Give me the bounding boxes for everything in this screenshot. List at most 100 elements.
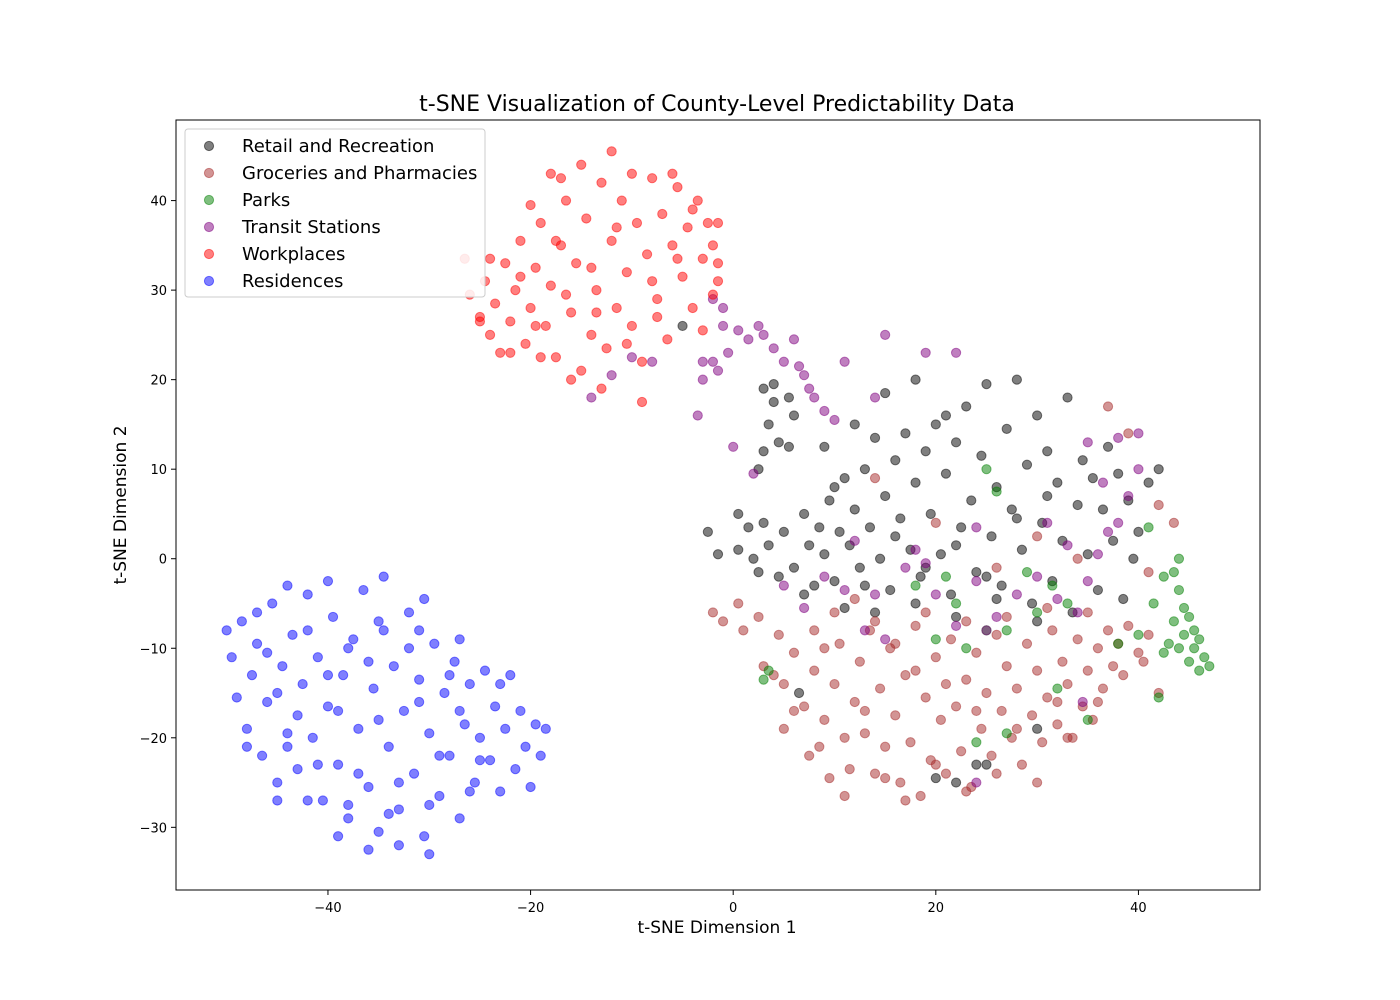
scatter-point-series-5 <box>434 750 445 761</box>
scatter-point-series-5 <box>272 795 283 806</box>
scatter-point-series-0 <box>773 437 784 448</box>
scatter-point-series-5 <box>241 741 253 752</box>
scatter-point-series-1 <box>854 656 865 667</box>
scatter-point-series-0 <box>758 517 769 529</box>
scatter-point-series-4 <box>611 302 622 314</box>
scatter-point-series-1 <box>778 678 789 690</box>
scatter-point-series-5 <box>317 795 328 806</box>
scatter-point-series-1 <box>930 652 941 663</box>
scatter-point-series-1 <box>956 746 967 757</box>
scatter-point-series-2 <box>1178 629 1190 640</box>
scatter-point-series-5 <box>424 849 435 860</box>
scatter-point-series-1 <box>809 625 820 636</box>
scatter-point-series-0 <box>768 396 779 408</box>
scatter-point-series-4 <box>505 316 516 327</box>
scatter-point-series-0 <box>961 401 972 412</box>
scatter-point-series-1 <box>1052 696 1063 708</box>
scatter-point-series-4 <box>560 289 572 300</box>
scatter-point-series-0 <box>788 410 800 421</box>
legend-frame <box>184 128 486 298</box>
scatter-point-series-4 <box>560 195 572 206</box>
scatter-point-series-3 <box>1062 540 1073 551</box>
scatter-point-series-4 <box>677 271 688 282</box>
scatter-point-series-0 <box>950 540 962 551</box>
scatter-point-series-0 <box>834 526 845 537</box>
scatter-point-series-3 <box>728 441 739 452</box>
scatter-point-series-3 <box>753 320 764 332</box>
scatter-point-series-1 <box>1092 696 1104 708</box>
scatter-point-series-0 <box>773 571 784 582</box>
legend-marker <box>203 221 215 233</box>
scatter-point-series-1 <box>849 696 860 708</box>
scatter-point-series-1 <box>905 737 916 748</box>
scatter-point-series-3 <box>991 611 1002 623</box>
scatter-point-series-5 <box>343 813 354 824</box>
scatter-point-series-0 <box>849 504 860 515</box>
scatter-point-series-2 <box>1001 625 1012 636</box>
scatter-point-series-5 <box>287 629 298 640</box>
scatter-point-series-4 <box>566 374 577 385</box>
scatter-point-series-1 <box>1082 665 1093 676</box>
scatter-point-series-1 <box>1047 625 1058 636</box>
scatter-point-series-0 <box>1133 526 1144 537</box>
scatter-point-series-3 <box>748 468 759 479</box>
scatter-point-series-1 <box>1123 428 1134 439</box>
scatter-point-series-1 <box>1032 531 1043 542</box>
scatter-point-series-3 <box>1011 589 1022 600</box>
scatter-point-series-0 <box>925 508 936 520</box>
scatter-point-series-0 <box>859 464 870 475</box>
scatter-point-series-1 <box>1143 629 1154 640</box>
scatter-point-series-5 <box>272 687 283 699</box>
scatter-point-series-4 <box>525 199 536 211</box>
scatter-point-series-5 <box>429 638 440 649</box>
scatter-point-series-0 <box>824 495 835 506</box>
scatter-point-series-1 <box>930 517 941 529</box>
scatter-point-series-3 <box>1133 464 1144 475</box>
scatter-point-series-0 <box>895 513 906 524</box>
scatter-point-series-3 <box>900 562 911 573</box>
scatter-point-series-1 <box>895 777 906 788</box>
scatter-point-series-5 <box>479 665 491 676</box>
scatter-point-series-4 <box>687 204 698 215</box>
scatter-point-series-1 <box>1032 665 1043 676</box>
scatter-point-series-0 <box>1032 410 1043 421</box>
scatter-point-series-0 <box>768 379 779 390</box>
scatter-point-series-0 <box>1011 374 1022 385</box>
scatter-point-series-5 <box>378 625 389 636</box>
scatter-point-series-3 <box>1123 490 1134 502</box>
scatter-point-series-1 <box>910 620 921 631</box>
scatter-point-series-1 <box>1143 567 1154 578</box>
scatter-point-series-0 <box>950 611 962 623</box>
legend-items: Retail and Recreation Groceries and Pharm… <box>203 136 477 292</box>
scatter-point-series-4 <box>550 235 562 246</box>
scatter-point-series-4 <box>535 352 546 363</box>
scatter-point-series-1 <box>874 683 886 694</box>
scatter-point-series-5 <box>515 705 526 717</box>
scatter-point-series-2 <box>910 580 921 591</box>
scatter-point-series-1 <box>1097 683 1109 694</box>
scatter-point-series-0 <box>733 544 744 555</box>
scatter-point-series-5 <box>343 799 354 811</box>
scatter-point-series-4 <box>712 276 724 287</box>
scatter-point-series-5 <box>292 764 303 775</box>
scatter-point-series-1 <box>1062 678 1073 690</box>
scatter-point-series-0 <box>1143 477 1154 488</box>
scatter-point-series-2 <box>1183 656 1195 667</box>
scatter-point-series-1 <box>1082 607 1093 618</box>
scatter-point-series-4 <box>692 195 703 206</box>
scatter-point-series-0 <box>778 526 789 537</box>
scatter-point-series-0 <box>748 553 759 564</box>
scatter-point-series-0 <box>763 419 774 430</box>
scatter-point-series-3 <box>804 383 815 394</box>
scatter-point-series-3 <box>971 576 982 587</box>
scatter-point-series-1 <box>809 665 820 676</box>
scatter-point-series-1 <box>971 647 982 658</box>
scatter-point-series-5 <box>434 790 445 802</box>
scatter-point-series-2 <box>1189 643 1200 654</box>
scatter-point-series-0 <box>956 522 967 533</box>
scatter-point-series-0 <box>971 567 982 578</box>
scatter-point-series-4 <box>596 383 607 394</box>
scatter-point-series-1 <box>900 670 911 681</box>
scatter-point-series-3 <box>950 620 962 631</box>
